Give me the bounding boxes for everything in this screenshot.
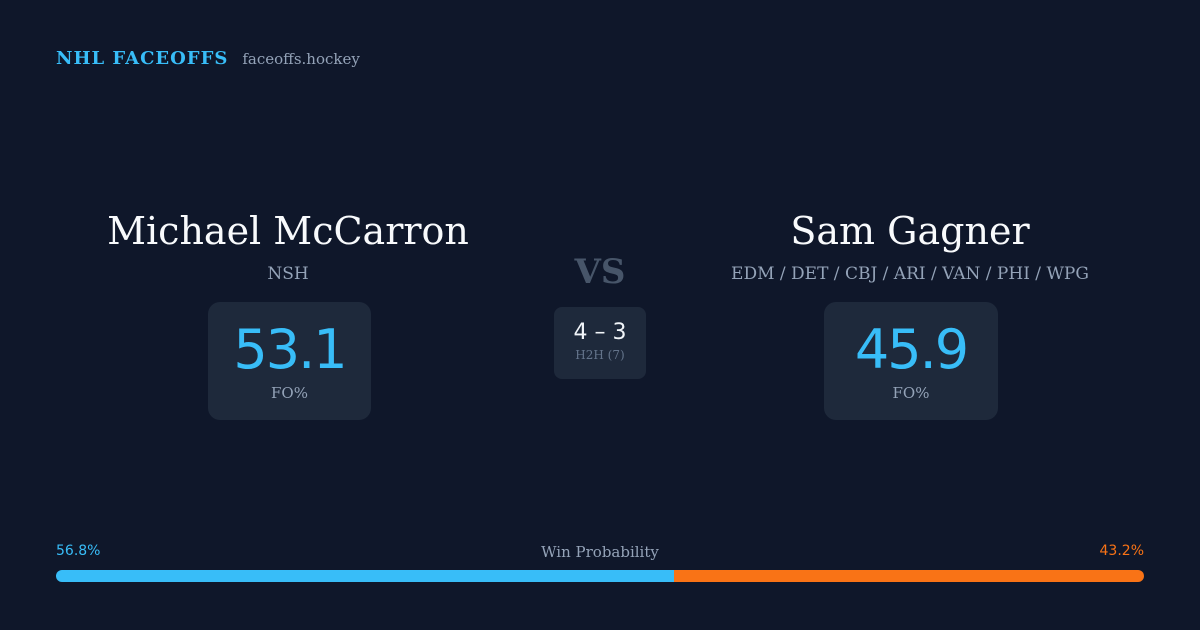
player-1-fo-pct: 53.1 <box>233 318 347 381</box>
player-2-team: EDM / DET / CBJ / ARI / VAN / PHI / WPG <box>731 264 1089 284</box>
win-probability-title: Win Probability <box>541 543 659 561</box>
brand-name: NHL FACEOFFS <box>56 48 229 69</box>
player-2-name: Sam Gagner <box>790 209 1030 253</box>
player-2-stat-card: 45.9 FO% <box>824 302 998 420</box>
versus-label: VS <box>574 252 626 292</box>
brand-domain: faceoffs.hockey <box>242 50 360 68</box>
player-1-team: NSH <box>267 264 309 284</box>
player-1-win-probability: 56.8% <box>56 543 101 559</box>
head-to-head-card: 4 – 3 H2H (7) <box>554 307 646 379</box>
player-2-fo-label: FO% <box>892 384 930 402</box>
player-1-stat-card: 53.1 FO% <box>208 302 371 420</box>
player-2-header: Sam Gagner EDM / DET / CBJ / ARI / VAN /… <box>700 204 1120 286</box>
player-2-win-probability: 43.2% <box>1099 543 1144 559</box>
player-1-fo-label: FO% <box>271 384 308 402</box>
player-1-probability-fill <box>56 570 674 582</box>
player-1-header: Michael McCarron NSH <box>80 204 496 286</box>
win-probability-labels: 56.8% Win Probability 43.2% <box>56 543 1144 563</box>
player-2-fo-pct: 45.9 <box>854 318 969 381</box>
player-2-probability-fill <box>673 570 1144 582</box>
head-to-head-label: H2H (7) <box>575 348 625 362</box>
win-probability-bar <box>56 570 1144 582</box>
brand-header: NHL FACEOFFS faceoffs.hockey <box>56 48 360 69</box>
head-to-head-score: 4 – 3 <box>573 320 627 345</box>
player-1-name: Michael McCarron <box>107 209 469 253</box>
